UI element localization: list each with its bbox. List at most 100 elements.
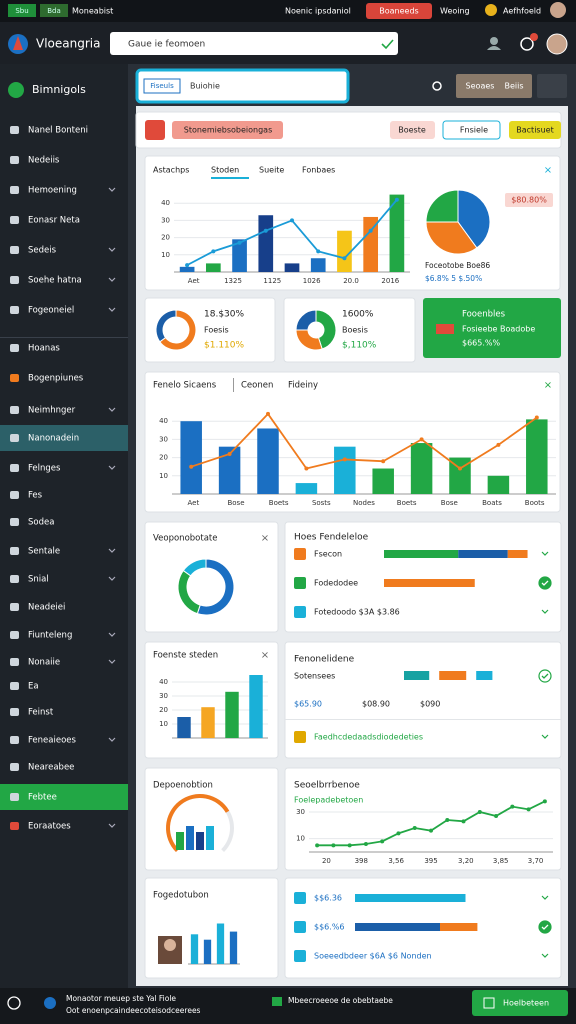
line-point xyxy=(211,249,216,254)
nav-icon xyxy=(10,186,19,194)
row-icon xyxy=(294,577,306,589)
nav-item[interactable]: Fogeoneiel xyxy=(28,306,74,316)
bar xyxy=(526,419,548,494)
nav-item[interactable]: Nanonadein xyxy=(28,434,79,444)
y-tick-label: 20 xyxy=(161,234,170,242)
nav-item[interactable]: Neadeiei xyxy=(28,603,65,613)
x-tick-label: Aet xyxy=(188,277,200,285)
line-point xyxy=(396,831,401,836)
label: Veoponobotate xyxy=(153,534,217,544)
gauge-icon xyxy=(206,826,214,850)
top-link[interactable]: Aefhfoeld xyxy=(503,7,541,16)
nav-item[interactable]: Eonasr Neta xyxy=(28,216,80,226)
tab[interactable]: Fideiny xyxy=(288,381,318,391)
row-label[interactable]: $$6.%6 xyxy=(314,923,345,932)
line-point xyxy=(342,457,347,462)
nav-item[interactable]: Nedeiis xyxy=(28,156,60,166)
label[interactable]: Boeste xyxy=(398,126,426,135)
top-link[interactable]: Weoing xyxy=(440,7,470,16)
search-panel[interactable] xyxy=(135,68,350,104)
x-tick-label: 2016 xyxy=(381,277,399,285)
pie-slice xyxy=(457,189,491,249)
bar xyxy=(363,216,379,272)
row-icon xyxy=(294,950,306,962)
x-tick-label: 20 xyxy=(322,857,331,865)
nav-item[interactable]: Feinst xyxy=(28,708,54,718)
nav-item[interactable]: Neareabee xyxy=(28,763,74,773)
nav-item[interactable]: Eoraatoes xyxy=(28,822,71,832)
divider xyxy=(0,337,128,338)
nav-item[interactable]: Nanel Bonteni xyxy=(28,126,88,136)
x-tick-label: 3,56 xyxy=(388,857,404,865)
y-tick-label: 10 xyxy=(159,472,168,480)
bar xyxy=(310,258,326,272)
x-tick-label: 1325 xyxy=(224,277,242,285)
progress-segment xyxy=(384,550,459,558)
nav-item[interactable]: Nonaiie xyxy=(28,658,60,668)
label[interactable]: Fnsiele xyxy=(460,126,488,135)
row-label[interactable]: Fsecon xyxy=(314,550,342,559)
x-tick-label: 395 xyxy=(424,857,437,865)
y-tick-label: 30 xyxy=(159,692,168,700)
nav-item[interactable]: Sentale xyxy=(28,547,60,557)
nav-item[interactable]: Feneaieoes xyxy=(28,736,77,746)
close-button[interactable] xyxy=(537,74,567,98)
label: $65.90 xyxy=(294,700,322,709)
line-point xyxy=(534,415,539,420)
chevron xyxy=(541,734,549,739)
tab[interactable]: Sueite xyxy=(259,166,284,175)
tab[interactable]: Astachps xyxy=(153,166,189,175)
footer-button[interactable] xyxy=(472,990,568,1016)
badge xyxy=(8,4,36,17)
line-point xyxy=(368,228,373,233)
filter-button[interactable] xyxy=(442,120,501,140)
filter-button[interactable] xyxy=(390,121,435,139)
y-tick-label: 40 xyxy=(161,199,170,207)
nav-item[interactable]: Sodea xyxy=(28,518,54,528)
nav-item[interactable]: Hemoening xyxy=(28,186,77,196)
label: Fosieebe Boadobe xyxy=(462,325,535,334)
nav-item[interactable]: Snial xyxy=(28,575,49,585)
label[interactable]: Hoelbeteen xyxy=(503,999,549,1008)
line-point xyxy=(510,804,515,809)
line-point xyxy=(496,442,501,447)
line-point xyxy=(419,437,424,442)
nav-item[interactable]: Fes xyxy=(28,491,43,501)
nav-item[interactable]: Bogenpiunes xyxy=(28,374,84,384)
top-button[interactable] xyxy=(366,3,432,19)
chevron xyxy=(108,407,116,412)
filter-chip[interactable] xyxy=(172,121,283,139)
label: $80.80% xyxy=(511,196,547,205)
nav-item[interactable]: Hoanas xyxy=(28,344,60,354)
top-link[interactable]: Noenic ipsdaniol xyxy=(285,7,351,16)
notify-dot xyxy=(530,33,538,41)
search-box[interactable] xyxy=(110,32,398,55)
nav-item[interactable]: Ea xyxy=(28,682,39,692)
label[interactable]: Bactisuet xyxy=(516,126,553,135)
row-label[interactable]: Soeeedbdeer $6A $6 Nonden xyxy=(314,952,432,961)
nav-item[interactable]: Fiunteleng xyxy=(28,631,72,641)
bar xyxy=(201,707,215,738)
label: Bda xyxy=(47,7,61,15)
row-label[interactable]: Fotedoodo $3A $3.86 xyxy=(314,608,400,617)
tab[interactable]: Stoden xyxy=(211,166,239,175)
toolbar-button[interactable] xyxy=(456,74,532,98)
top-link[interactable]: Boaneeds xyxy=(379,7,418,16)
check-mark xyxy=(541,924,549,930)
nav-item[interactable]: Felnges xyxy=(28,464,61,474)
nav-item[interactable]: Sedeis xyxy=(28,246,57,256)
nav-item[interactable]: Febtee xyxy=(28,793,57,803)
tab-underline xyxy=(211,177,249,179)
nav-item[interactable]: Neimhnger xyxy=(28,406,76,416)
check-mark xyxy=(541,580,549,586)
search-check xyxy=(381,39,394,50)
tab[interactable]: Fonbaes xyxy=(302,166,335,175)
filter-button[interactable] xyxy=(509,121,561,139)
label[interactable]: Seoaes xyxy=(466,82,495,91)
label[interactable]: Beiis xyxy=(504,82,523,91)
tab[interactable]: Ceonen xyxy=(241,381,273,391)
button-icon xyxy=(483,997,495,1009)
nav-item[interactable]: Soehe hatna xyxy=(28,276,82,286)
row-label[interactable]: $$6.36 xyxy=(314,894,342,903)
row-label[interactable]: Fodedodee xyxy=(314,579,358,588)
